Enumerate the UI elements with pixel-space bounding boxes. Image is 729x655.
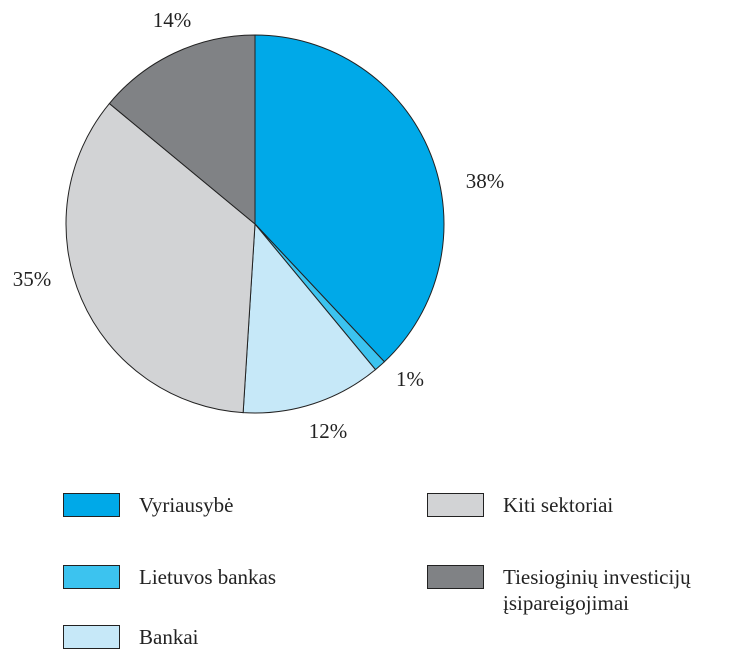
slice-label: 14% xyxy=(153,8,192,32)
chart: 38% 1% 12% 35% 14% xyxy=(13,8,505,443)
legend-item: Tiesioginių investicijų įsipareigojimai xyxy=(427,565,713,616)
legend-swatch xyxy=(63,493,120,517)
pie-slice xyxy=(108,34,256,226)
legend-item: Lietuvos bankas xyxy=(63,565,349,590)
legend-swatch xyxy=(427,493,484,517)
slice-label: 12% xyxy=(309,419,348,443)
legend-label: Kiti sektoriai xyxy=(503,493,614,517)
legend-swatch xyxy=(427,565,484,589)
legend-swatch xyxy=(63,625,120,649)
legend-item: Vyriausybė xyxy=(63,493,349,518)
slice-label: 1% xyxy=(396,367,424,391)
legend-label: Lietuvos bankas xyxy=(139,565,277,589)
legend-label: Vyriausybė xyxy=(139,493,234,517)
legend-label: Bankai xyxy=(139,625,199,649)
legend-item: Bankai xyxy=(63,625,349,650)
pie-slice xyxy=(242,222,377,414)
pie-slice xyxy=(65,102,256,414)
pie-slice xyxy=(254,34,445,363)
legend-item: Kiti sektoriai xyxy=(427,493,713,518)
slice-label: 38% xyxy=(466,169,505,193)
legend-label: Tiesioginių investicijų įsipareigojimai xyxy=(503,565,691,615)
slice-label: 35% xyxy=(13,267,52,291)
legend-swatch xyxy=(63,565,120,589)
